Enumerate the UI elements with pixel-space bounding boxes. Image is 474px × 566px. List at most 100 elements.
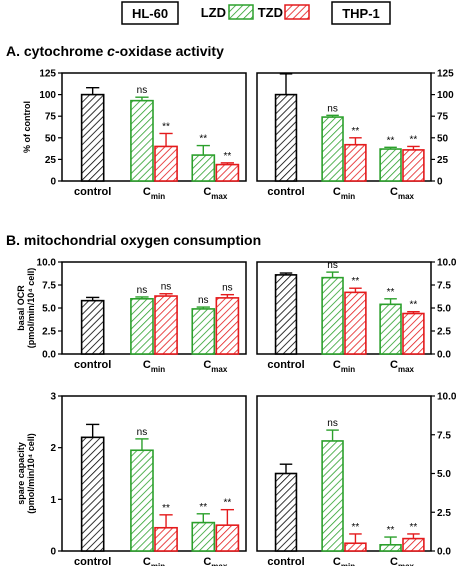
chart-B1-right: 0.0 2.5 5.0 7.5 10.0 ns ** ** ** control Cmin Cmax (256, 258, 457, 374)
bar-TZD (402, 312, 425, 355)
bar-TZD (402, 149, 425, 182)
bar-TZD (154, 145, 178, 182)
significance-label: ** (410, 134, 418, 145)
bar-TZD (402, 537, 425, 552)
y-tick-label: 50 (45, 133, 57, 144)
bar-TZD (215, 524, 240, 552)
x-category-label: Cmax (390, 556, 415, 566)
bar-LZD (191, 308, 216, 355)
y-tick-label: 7.5 (437, 281, 451, 292)
bar-LZD (379, 148, 402, 182)
x-category-label: control (74, 359, 111, 371)
significance-label: ** (387, 525, 395, 536)
bar-LZD (321, 116, 344, 182)
bar-TZD (344, 291, 367, 355)
x-category-label: Cmax (203, 186, 228, 201)
plot-frame (61, 72, 247, 182)
x-category-label: Cmax (390, 186, 415, 201)
significance-label: ns (198, 295, 209, 306)
x-category-label: Cmax (203, 359, 228, 374)
y-tick-label: 3 (50, 392, 56, 403)
x-category-label: control (74, 556, 111, 566)
bar-LZD (321, 440, 344, 552)
y-tick-label: 2.5 (437, 327, 451, 338)
y-tick-label: 5.0 (437, 469, 451, 480)
chart-A-right: 0 25 50 75 100 125 ns ** ** ** control Cmin Cmax (256, 69, 454, 201)
legend-drug1-label: LZD (201, 5, 226, 20)
y-tick-label: 25 (45, 155, 57, 166)
y-axis-label: basal OCR (16, 285, 26, 331)
y-tick-label: 0.0 (437, 547, 451, 558)
x-category-label: Cmin (143, 556, 165, 566)
legend-drug2-swatch (284, 4, 310, 20)
bar-LZD (130, 297, 154, 355)
bar-TZD (154, 526, 178, 552)
section-a-title: A. cytochrome c-oxidase activity (6, 43, 224, 59)
significance-label: ** (199, 502, 207, 513)
chart-B2-left: 0 1 2 3 spare capacity (pmol/min/10⁴ cell) ns *… (16, 392, 247, 566)
y-tick-label: 5.0 (42, 304, 56, 315)
bar-LZD (321, 276, 344, 355)
y-tick-label: 75 (437, 112, 449, 123)
significance-label: ns (222, 283, 233, 294)
significance-label: ns (327, 260, 338, 271)
y-tick-label: 10.0 (437, 392, 457, 403)
significance-label: ns (327, 418, 338, 429)
y-axis-label: spare capacity (16, 442, 26, 505)
bar-control (80, 93, 105, 182)
bar-control (80, 299, 105, 355)
bar-control (80, 436, 105, 552)
section-b-title: B. mitochondrial oxygen consumption (6, 232, 261, 248)
significance-label: ** (410, 300, 418, 311)
bar-TZD (154, 295, 178, 355)
y-tick-label: 10.0 (437, 258, 457, 269)
significance-label: ** (352, 276, 360, 287)
section-a-suffix: -oxidase activity (115, 43, 224, 59)
significance-label: ns (137, 85, 148, 96)
y-tick-label: 125 (39, 69, 56, 80)
y-axis-label-units: (pmol/min/10⁴ cell) (26, 268, 36, 348)
x-category-label: Cmin (333, 186, 355, 201)
legend-drug2-label: TZD (258, 5, 283, 20)
significance-label: ** (387, 135, 395, 146)
bar-LZD (191, 521, 216, 552)
x-category-label: control (74, 186, 111, 198)
bar-LZD (379, 303, 402, 355)
bar-LZD (130, 449, 154, 552)
significance-label: ** (410, 522, 418, 533)
significance-label: ns (161, 282, 172, 293)
y-tick-label: 5.0 (437, 304, 451, 315)
significance-label: ** (162, 121, 170, 132)
chart-panels: 0 25 50 75 100 125 % of control ns ** ** ** control… (16, 69, 457, 566)
bar-TZD (344, 542, 367, 552)
bar-LZD (379, 543, 402, 552)
x-category-label: Cmin (143, 359, 165, 374)
section-a-italic: c (107, 43, 115, 59)
x-category-label: control (267, 186, 304, 198)
x-category-label: Cmin (333, 359, 355, 374)
y-axis-label: % of control (22, 101, 32, 153)
y-tick-label: 0.0 (42, 350, 56, 361)
significance-label: ** (162, 503, 170, 514)
chart-A-left: 0 25 50 75 100 125 % of control ns ** ** ** control… (22, 69, 247, 201)
y-tick-label: 0.0 (437, 350, 451, 361)
chart-B1-left: 0.0 2.5 5.0 7.5 10.0 basal OCR (pmol/min/10⁴ c… (16, 258, 247, 374)
y-tick-label: 100 (39, 90, 56, 101)
bar-LZD (191, 154, 216, 182)
bar-control (274, 472, 298, 552)
bar-TZD (344, 143, 367, 182)
y-tick-label: 0 (50, 547, 56, 558)
bar-control (274, 274, 298, 355)
x-category-label: Cmin (143, 186, 165, 201)
bar-LZD (130, 99, 154, 182)
legend-box-thp1 (331, 1, 391, 25)
y-tick-label: 50 (437, 133, 449, 144)
plot-frame (256, 72, 432, 182)
y-tick-label: 25 (437, 155, 449, 166)
y-tick-label: 75 (45, 112, 57, 123)
bar-control (274, 93, 298, 182)
x-category-label: control (267, 359, 304, 371)
y-tick-label: 2.5 (42, 327, 56, 338)
bar-TZD (215, 163, 240, 182)
x-category-label: Cmax (390, 359, 415, 374)
